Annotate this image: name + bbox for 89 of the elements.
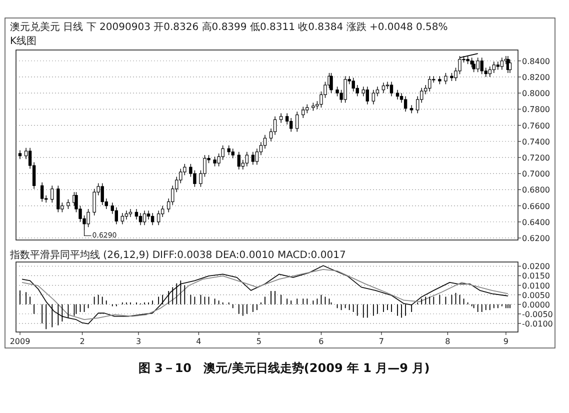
candlestick (146, 210, 150, 220)
candlestick (40, 182, 44, 202)
y-tick-label: -0.0050 (522, 310, 553, 319)
candlestick (213, 156, 216, 167)
candlestick (480, 57, 484, 75)
candlestick (92, 188, 96, 216)
candlestick (279, 112, 283, 124)
candlestick (100, 182, 104, 206)
y-tick-label: 0.7600 (522, 121, 550, 130)
y-tick-label: 0.0200 (522, 262, 550, 272)
candlestick (263, 134, 267, 149)
y-tick-label: 0.6400 (522, 218, 550, 227)
candlestick (237, 151, 240, 170)
candlestick (245, 151, 249, 167)
candlestick (444, 72, 448, 85)
y-tick-label: 0.7800 (522, 105, 550, 114)
x-tick-label: 7 (378, 337, 384, 346)
candlestick (410, 104, 414, 114)
y-tick-label: 0.0100 (522, 281, 550, 290)
candlestick (488, 66, 492, 78)
candlestick (193, 170, 196, 188)
candlestick (66, 198, 70, 210)
candlestick (382, 82, 386, 94)
candlestick (390, 81, 394, 97)
candlestick (142, 210, 146, 226)
y-tick-label: -0.0100 (522, 319, 553, 328)
candlestick (138, 212, 142, 226)
x-tick-label: 9 (503, 337, 508, 346)
candlestick (86, 208, 90, 228)
chart-subtitle: 澳元兑美元 日线 下 20090903 开0.8326 高0.8399 低0.8311 收0.8384 涨跌 +0.0048 0.58% (10, 21, 448, 33)
candlestick (56, 185, 60, 213)
y-tick-label: 0.6200 (522, 234, 550, 243)
candlestick (251, 151, 255, 166)
candlestick (472, 60, 476, 72)
y-tick-label: 0.8000 (522, 89, 550, 98)
x-tick-label: 8 (445, 337, 450, 346)
y-tick-label: 0.6600 (522, 202, 550, 211)
candlestick (356, 84, 359, 97)
candlestick (476, 57, 480, 72)
candlestick (18, 150, 22, 160)
candlestick (227, 145, 230, 156)
candlestick (156, 210, 160, 226)
x-tick-label: 2009 (10, 337, 30, 346)
candlestick (330, 72, 333, 94)
caption: 图 3－10 澳元/美元日线走势(2009 年 1 月—9 月) (138, 361, 430, 375)
candlestick (396, 90, 400, 100)
candlestick (150, 212, 154, 226)
candlestick (124, 210, 128, 220)
candlestick (372, 90, 376, 105)
candlestick (366, 86, 369, 105)
candlestick (134, 208, 138, 220)
candlestick (50, 185, 54, 203)
chart-title: 指数平滑异同平均线 (26,12,9) DIFF:0.0038 DEA:0.0010 MACD:0.0017 (9, 249, 346, 261)
candlestick (255, 148, 259, 166)
x-tick-label: 5 (256, 337, 262, 346)
y-tick-label: 0.7000 (522, 170, 550, 179)
candlestick (120, 212, 124, 225)
candlestick (428, 76, 432, 92)
y-tick-label: 0.0000 (522, 300, 550, 310)
candlestick (496, 61, 500, 70)
y-tick-label: 0.0150 (522, 272, 550, 281)
text: K线图 (10, 35, 37, 47)
y-tick-label: 0.0050 (522, 290, 550, 300)
x-tick-label: 6 (318, 337, 324, 346)
candlestick (500, 57, 504, 70)
candlestick (296, 111, 299, 132)
candlestick (273, 116, 277, 136)
x-tick-label: 4 (196, 337, 202, 346)
candlestick (114, 207, 118, 225)
candlestick (221, 145, 224, 160)
candlestick (404, 96, 408, 112)
candlestick (492, 61, 496, 74)
candlestick (470, 57, 474, 68)
candlestick (285, 112, 289, 125)
candlestick (336, 86, 339, 97)
candlestick (508, 59, 512, 74)
candlestick (352, 77, 355, 92)
y-tick-label: 0.8200 (522, 72, 550, 82)
y-tick-label: 0.7400 (522, 137, 550, 146)
y-tick-label: 0.8400 (522, 56, 550, 66)
candlestick (386, 81, 390, 90)
candlestick (302, 106, 305, 118)
y-tick-label: 0.7200 (522, 153, 550, 162)
x-tick-label: 3 (136, 337, 142, 346)
candlestick (231, 148, 234, 159)
y-tick-label: 0.6800 (522, 186, 550, 195)
candlestick (289, 118, 293, 132)
x-tick-label: 2 (80, 337, 85, 346)
candlestick (344, 76, 347, 104)
